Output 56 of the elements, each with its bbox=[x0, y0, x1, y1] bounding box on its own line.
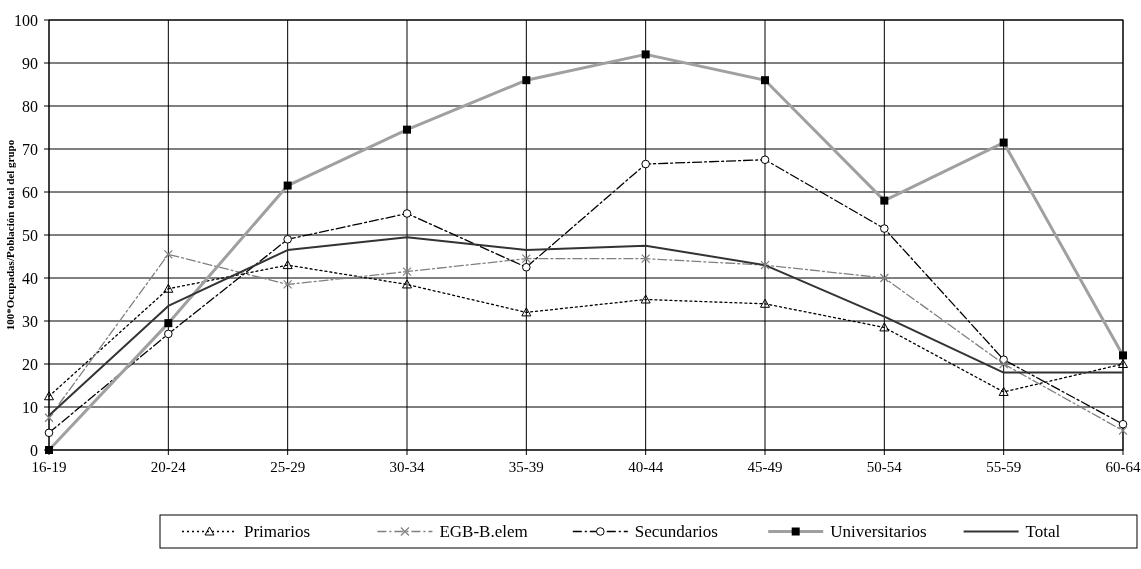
x-tick-label: 20-24 bbox=[150, 459, 187, 475]
x-tick-label: 45-49 bbox=[747, 459, 783, 475]
point bbox=[880, 224, 889, 233]
point bbox=[998, 386, 1009, 396]
x-tick-label: 40-44 bbox=[628, 459, 664, 475]
y-tick-label: 30 bbox=[22, 312, 38, 330]
y-tick-label: 70 bbox=[22, 140, 38, 158]
x-tick-label: 25-29 bbox=[270, 459, 306, 475]
point bbox=[522, 262, 531, 272]
point bbox=[402, 209, 412, 218]
y-tick-label: 90 bbox=[22, 54, 38, 72]
x-tick-label: 55-59 bbox=[986, 459, 1022, 475]
x-tick-label: 50-54 bbox=[866, 459, 903, 475]
y-tick-label: 50 bbox=[22, 226, 38, 244]
y-tick-label: 100 bbox=[14, 11, 38, 29]
legend-label: Primarios bbox=[244, 522, 311, 542]
point bbox=[402, 266, 412, 277]
y-tick-label: 0 bbox=[30, 441, 38, 459]
point bbox=[640, 294, 651, 304]
point bbox=[1118, 359, 1128, 368]
point bbox=[402, 279, 412, 289]
point bbox=[44, 413, 54, 423]
point bbox=[879, 273, 889, 283]
y-tick-label: 80 bbox=[22, 97, 38, 115]
y-tick-label: 40 bbox=[22, 269, 38, 287]
legend-label: Secundarios bbox=[634, 522, 718, 542]
point bbox=[44, 428, 54, 438]
point bbox=[163, 283, 174, 293]
y-tick-label: 20 bbox=[22, 355, 38, 373]
x-tick-label: 16-19 bbox=[31, 459, 67, 475]
point bbox=[521, 254, 531, 264]
point bbox=[999, 359, 1009, 369]
point bbox=[641, 159, 650, 169]
y-tick-label: 60 bbox=[22, 183, 38, 201]
point bbox=[164, 329, 173, 339]
x-tick-label: 60-64 bbox=[1105, 459, 1141, 475]
point bbox=[282, 260, 293, 270]
y-tick-label: 10 bbox=[22, 398, 38, 416]
point bbox=[641, 254, 651, 264]
point bbox=[1118, 426, 1128, 436]
point bbox=[521, 307, 532, 317]
point bbox=[760, 155, 770, 165]
point bbox=[879, 322, 890, 332]
point bbox=[760, 298, 770, 308]
point bbox=[283, 235, 292, 244]
point bbox=[760, 260, 770, 270]
x-tick-label: 30-34 bbox=[389, 459, 425, 475]
y-axis-title: 100*Ocupadas/Población total del grupo bbox=[4, 139, 16, 331]
legend-label: EGB-B.elem bbox=[439, 522, 528, 542]
x-tick-label: 35-39 bbox=[508, 459, 544, 475]
legend-label: Total bbox=[1025, 522, 1061, 542]
legend-label: Universitarios bbox=[830, 522, 927, 542]
point bbox=[44, 391, 54, 401]
point bbox=[1118, 419, 1128, 429]
point bbox=[283, 279, 293, 290]
point bbox=[163, 249, 173, 259]
